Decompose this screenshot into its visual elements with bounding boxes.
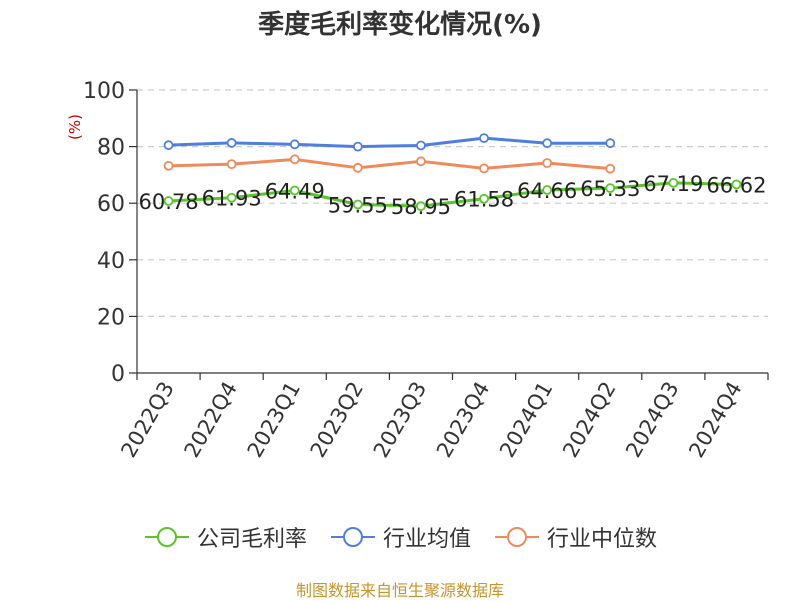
legend-swatch-icon	[495, 527, 539, 547]
legend-label: 行业均值	[382, 527, 471, 552]
data-point	[352, 141, 363, 152]
data-point	[163, 160, 174, 171]
data-label: 59.55	[328, 193, 388, 217]
data-point	[731, 179, 742, 190]
data-point	[479, 193, 489, 204]
y-tick-label: 60	[97, 192, 125, 217]
y-tick-label: 80	[97, 136, 125, 161]
data-label: 64.66	[517, 179, 577, 203]
x-tick-label: 2023Q3	[369, 378, 431, 462]
data-source-note: 制图数据来自恒生聚源数据库	[295, 581, 504, 600]
data-point	[479, 133, 489, 144]
data-label: 64.49	[265, 179, 325, 203]
chart-legend: 公司毛利率 行业均值 行业中位数	[0, 520, 800, 554]
x-tick-label: 2024Q4	[684, 378, 746, 462]
data-point	[416, 156, 426, 167]
y-tick-label: 100	[83, 79, 125, 104]
data-point	[163, 196, 174, 206]
data-point	[416, 140, 426, 151]
data-point	[542, 138, 553, 149]
data-point	[542, 158, 553, 168]
data-point	[352, 199, 363, 210]
legend-item[interactable]: 公司毛利率	[143, 521, 307, 553]
legend-label: 行业中位数	[547, 527, 658, 552]
series-line-0	[168, 181, 737, 208]
legend-swatch-icon	[330, 527, 375, 547]
x-tick-label: 2024Q1	[495, 378, 557, 462]
legend-item[interactable]: 行业中位数	[493, 521, 657, 553]
x-tick-label: 2023Q1	[243, 378, 305, 462]
data-point	[289, 139, 300, 150]
y-tick-label: 20	[97, 305, 125, 330]
series-line-2	[168, 157, 611, 171]
data-point	[605, 163, 616, 174]
x-tick-label: 2023Q2	[306, 378, 368, 462]
x-tick-label: 2022Q3	[116, 378, 178, 462]
y-axis-label: (%)	[66, 114, 84, 140]
data-point	[416, 201, 426, 212]
data-label: 61.93	[202, 187, 262, 211]
data-point	[226, 138, 237, 148]
data-point	[163, 140, 174, 151]
data-point	[289, 185, 300, 196]
data-point	[226, 192, 237, 203]
y-tick-label: 0	[111, 362, 125, 387]
x-tick-label: 2024Q3	[621, 378, 683, 462]
legend-item[interactable]: 行业均值	[329, 521, 471, 553]
data-label: 58.95	[391, 195, 451, 219]
chart-title: 季度毛利率变化情况(%)	[258, 10, 542, 40]
data-point	[542, 185, 553, 195]
data-point	[226, 159, 237, 170]
data-point	[605, 183, 616, 194]
series-line-1	[168, 136, 611, 149]
data-point	[479, 163, 489, 174]
x-tick-label: 2022Q4	[180, 378, 242, 462]
data-label: 66.62	[706, 173, 766, 197]
data-label: 65.33	[580, 177, 640, 201]
data-point	[352, 162, 363, 173]
data-label: 60.78	[138, 190, 198, 214]
data-point	[289, 154, 300, 165]
y-tick-label: 40	[97, 249, 125, 274]
legend-swatch-icon	[144, 527, 189, 547]
data-point	[605, 138, 616, 149]
x-tick-label: 2023Q4	[432, 378, 494, 462]
x-tick-label: 2024Q2	[558, 378, 620, 462]
data-label: 67.19	[643, 172, 703, 196]
legend-label: 公司毛利率	[196, 527, 307, 552]
data-point	[668, 177, 679, 188]
data-label: 61.58	[454, 188, 514, 212]
